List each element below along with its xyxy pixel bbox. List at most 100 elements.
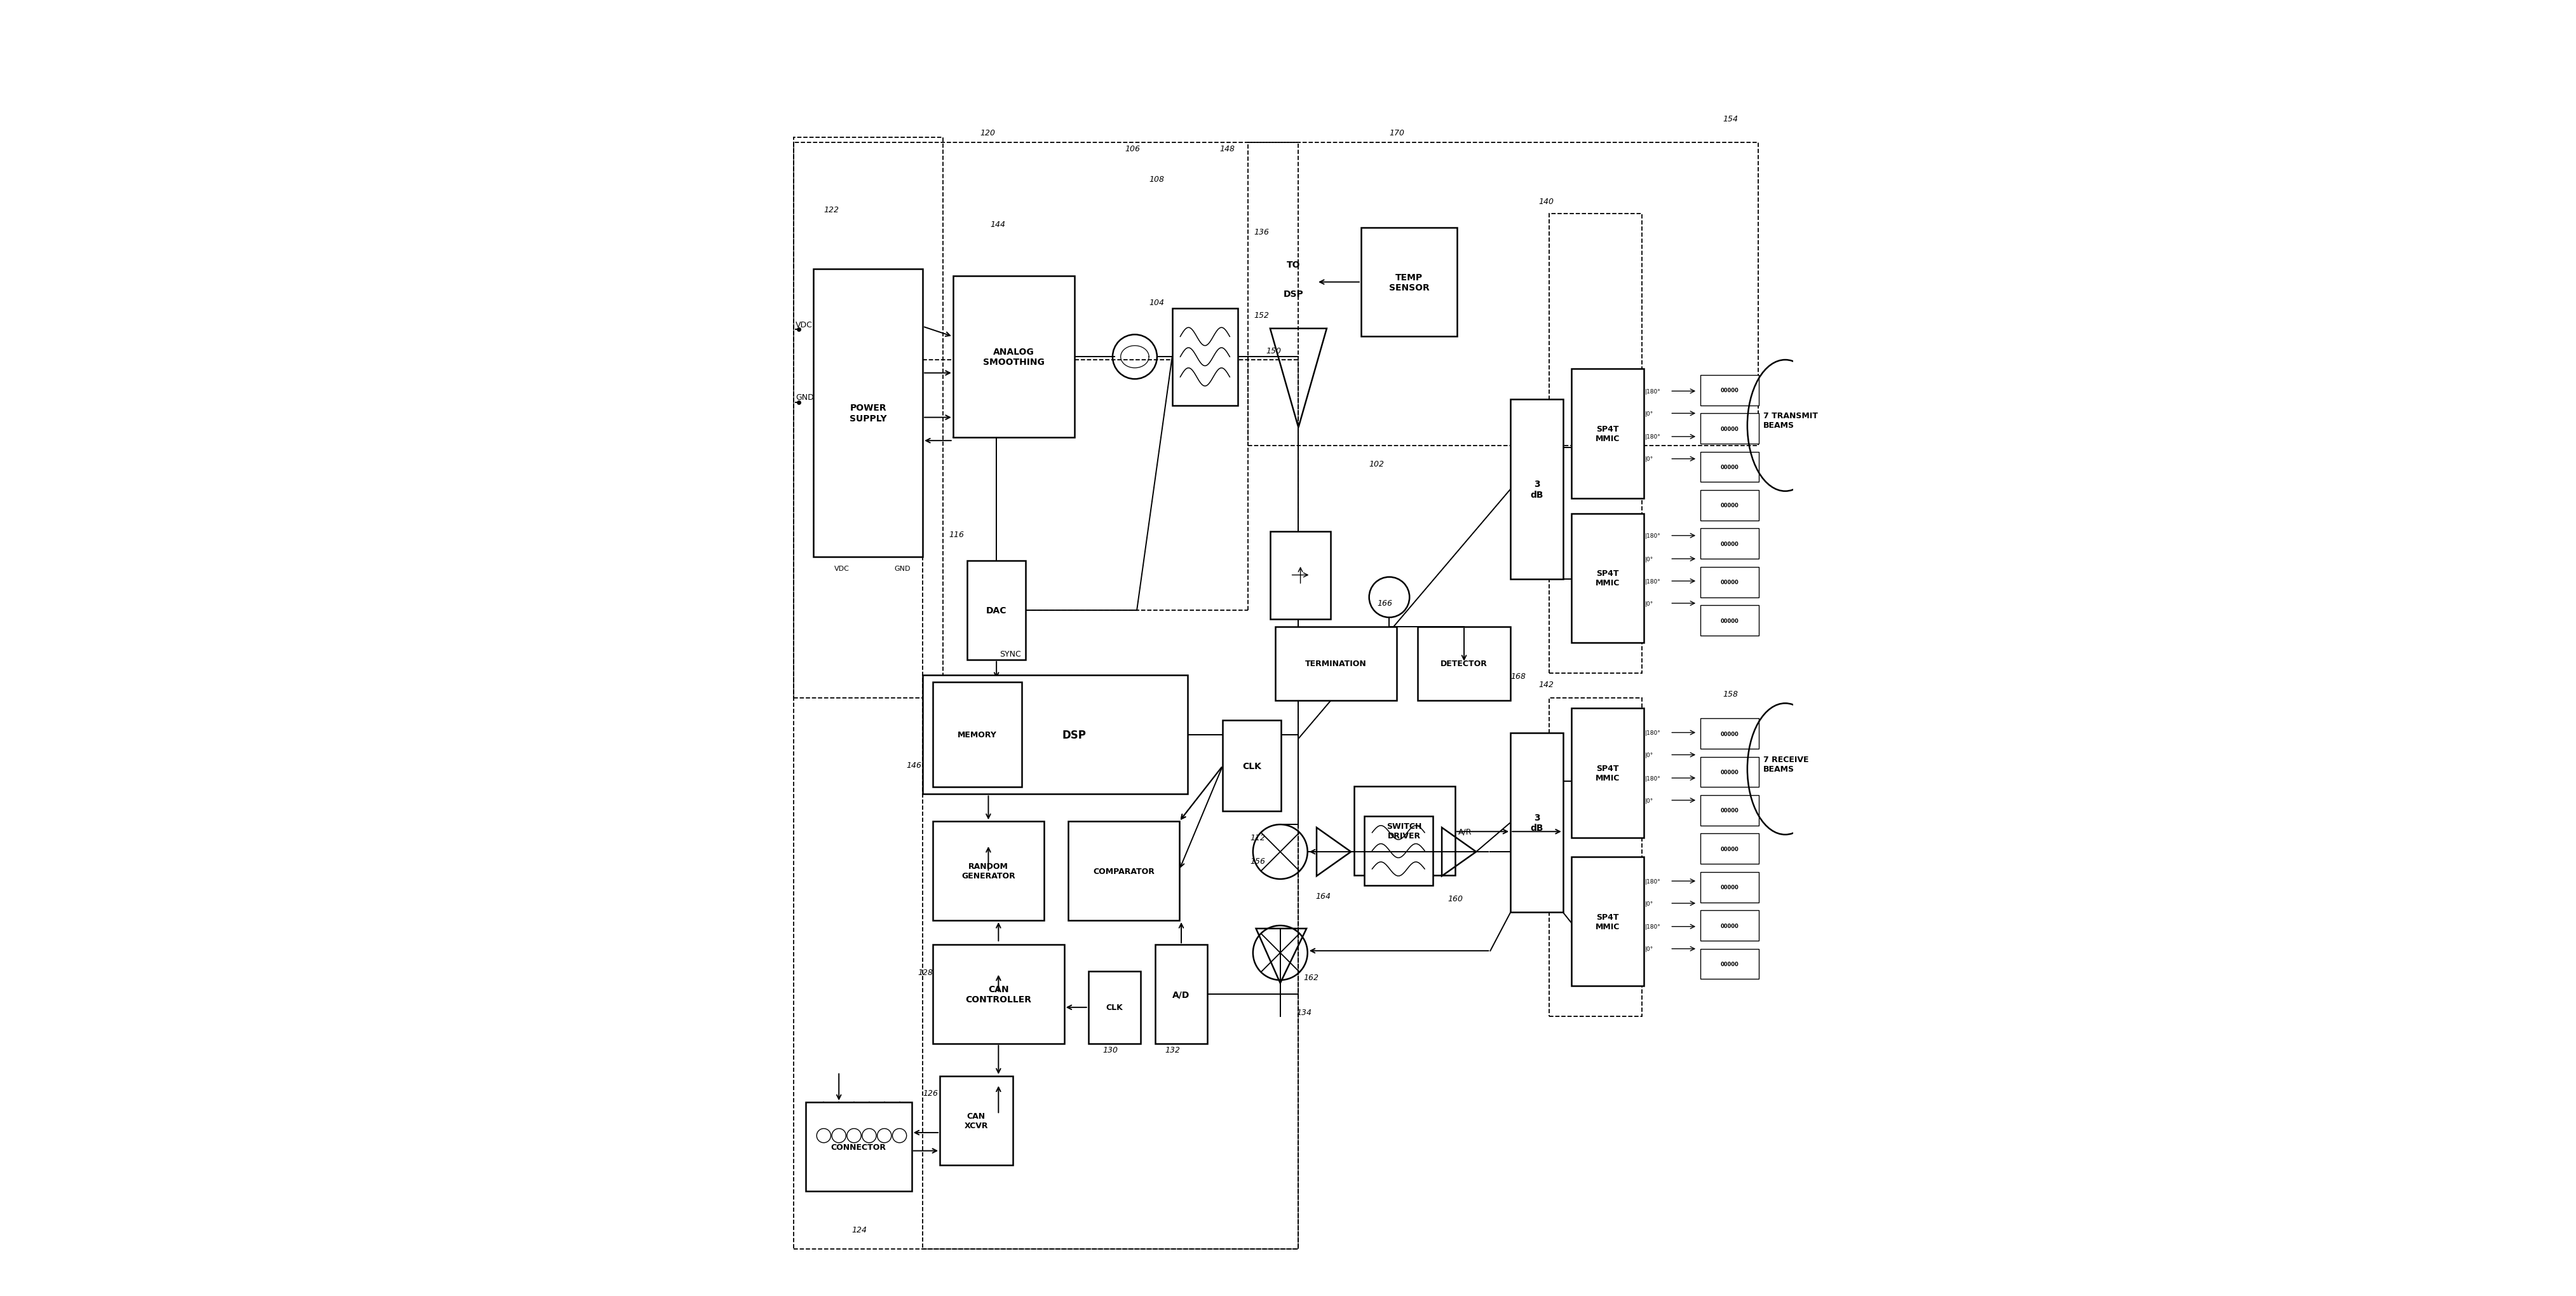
Text: SP4T
MMIC: SP4T MMIC — [1595, 765, 1620, 781]
Text: 150: 150 — [1265, 347, 1280, 355]
Text: 00000: 00000 — [1721, 426, 1739, 432]
FancyBboxPatch shape — [1224, 721, 1280, 811]
FancyBboxPatch shape — [1510, 399, 1564, 579]
Text: |180°: |180° — [1643, 879, 1659, 884]
Text: 114: 114 — [1149, 699, 1164, 706]
FancyBboxPatch shape — [933, 822, 1043, 920]
FancyBboxPatch shape — [1700, 452, 1759, 482]
FancyBboxPatch shape — [1700, 949, 1759, 980]
Text: 00000: 00000 — [1721, 618, 1739, 623]
Text: VDC: VDC — [835, 565, 850, 572]
Text: 110: 110 — [1525, 793, 1540, 801]
FancyBboxPatch shape — [1363, 816, 1432, 885]
FancyBboxPatch shape — [1700, 413, 1759, 445]
Text: 00000: 00000 — [1721, 923, 1739, 928]
Text: 108: 108 — [1149, 175, 1164, 184]
Text: |0°: |0° — [1643, 411, 1654, 416]
FancyBboxPatch shape — [1510, 732, 1564, 912]
Text: |0°: |0° — [1643, 946, 1654, 951]
Text: 144: 144 — [989, 220, 1005, 229]
Text: 3
dB: 3 dB — [1530, 480, 1543, 499]
Text: 154: 154 — [1723, 114, 1736, 123]
FancyBboxPatch shape — [1700, 833, 1759, 864]
Text: 124: 124 — [853, 1226, 868, 1234]
Text: 7 RECEIVE
BEAMS: 7 RECEIVE BEAMS — [1762, 756, 1808, 772]
Text: |180°: |180° — [1643, 578, 1659, 584]
Text: GND: GND — [894, 565, 909, 572]
Text: ANALOG
SMOOTHING: ANALOG SMOOTHING — [981, 347, 1043, 367]
Text: TERMINATION: TERMINATION — [1303, 660, 1365, 667]
Text: 142: 142 — [1538, 680, 1553, 688]
FancyBboxPatch shape — [1700, 490, 1759, 521]
Text: 00000: 00000 — [1721, 770, 1739, 775]
FancyBboxPatch shape — [1700, 872, 1759, 902]
Text: 152: 152 — [1255, 311, 1270, 320]
FancyBboxPatch shape — [814, 270, 922, 557]
FancyBboxPatch shape — [933, 682, 1023, 788]
FancyBboxPatch shape — [1270, 531, 1329, 619]
Text: |0°: |0° — [1643, 797, 1654, 804]
FancyBboxPatch shape — [1352, 787, 1455, 875]
Text: 00000: 00000 — [1721, 579, 1739, 586]
FancyBboxPatch shape — [1571, 513, 1643, 643]
Text: 126: 126 — [922, 1089, 938, 1098]
Text: 160: 160 — [1448, 894, 1463, 902]
FancyBboxPatch shape — [1700, 376, 1759, 406]
FancyBboxPatch shape — [1700, 568, 1759, 597]
Text: 156: 156 — [1249, 857, 1265, 866]
Text: |0°: |0° — [1643, 601, 1654, 607]
FancyBboxPatch shape — [953, 276, 1074, 438]
FancyBboxPatch shape — [966, 561, 1025, 660]
FancyBboxPatch shape — [1417, 627, 1510, 701]
Text: |180°: |180° — [1643, 533, 1659, 539]
FancyBboxPatch shape — [1700, 757, 1759, 788]
FancyBboxPatch shape — [1087, 971, 1141, 1043]
FancyBboxPatch shape — [1700, 796, 1759, 826]
Text: 136: 136 — [1255, 228, 1270, 236]
Text: |0°: |0° — [1643, 456, 1654, 463]
Text: POWER
SUPPLY: POWER SUPPLY — [850, 403, 886, 422]
Text: CONNECTOR: CONNECTOR — [829, 1143, 886, 1151]
Text: CAN
CONTROLLER: CAN CONTROLLER — [966, 985, 1030, 1004]
FancyBboxPatch shape — [1154, 945, 1208, 1043]
Text: 112: 112 — [1249, 833, 1265, 842]
Text: |180°: |180° — [1643, 730, 1659, 736]
Text: |180°: |180° — [1643, 924, 1659, 929]
Text: 134: 134 — [1296, 1008, 1311, 1016]
Text: 7 TRANSMIT
BEAMS: 7 TRANSMIT BEAMS — [1762, 412, 1816, 430]
Text: COMPARATOR: COMPARATOR — [1092, 867, 1154, 875]
Text: 122: 122 — [824, 206, 840, 214]
Text: 164: 164 — [1316, 892, 1332, 901]
Text: DSP: DSP — [1061, 730, 1087, 740]
Text: 00000: 00000 — [1721, 464, 1739, 470]
FancyBboxPatch shape — [806, 1103, 912, 1191]
Text: 166: 166 — [1376, 599, 1391, 608]
Text: SYNC: SYNC — [999, 649, 1020, 658]
Text: A/R: A/R — [1458, 828, 1471, 836]
Text: 00000: 00000 — [1721, 542, 1739, 547]
FancyBboxPatch shape — [1571, 369, 1643, 499]
FancyBboxPatch shape — [1700, 529, 1759, 559]
Text: GND: GND — [796, 394, 814, 402]
Text: 116: 116 — [948, 530, 963, 539]
Text: SP4T
MMIC: SP4T MMIC — [1595, 425, 1620, 443]
Text: 130: 130 — [1103, 1046, 1118, 1054]
Text: 00000: 00000 — [1721, 731, 1739, 736]
Text: MEMORY: MEMORY — [958, 731, 997, 739]
FancyBboxPatch shape — [922, 675, 1188, 794]
Text: |0°: |0° — [1643, 556, 1654, 562]
Text: CLK: CLK — [1105, 1003, 1123, 1012]
FancyBboxPatch shape — [933, 945, 1064, 1043]
Text: DSP: DSP — [1283, 289, 1303, 298]
Text: 162: 162 — [1303, 973, 1319, 981]
FancyBboxPatch shape — [1700, 719, 1759, 749]
FancyBboxPatch shape — [1275, 627, 1396, 701]
Text: 104: 104 — [1149, 298, 1164, 307]
Text: DETECTOR: DETECTOR — [1440, 660, 1486, 667]
Text: |180°: |180° — [1643, 775, 1659, 781]
FancyBboxPatch shape — [940, 1076, 1012, 1165]
FancyBboxPatch shape — [1700, 605, 1759, 636]
Text: 00000: 00000 — [1721, 962, 1739, 967]
Text: 00000: 00000 — [1721, 388, 1739, 394]
Text: 106: 106 — [1126, 145, 1139, 153]
